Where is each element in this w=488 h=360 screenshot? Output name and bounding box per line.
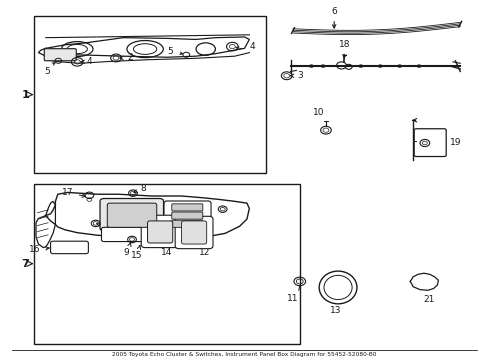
Text: 11: 11 <box>286 294 298 303</box>
Text: 8: 8 <box>134 184 146 193</box>
Text: 13: 13 <box>329 306 341 315</box>
FancyBboxPatch shape <box>44 49 76 61</box>
Text: 15: 15 <box>131 246 142 260</box>
Text: 19: 19 <box>449 139 461 148</box>
FancyBboxPatch shape <box>102 227 162 242</box>
Text: 5: 5 <box>167 47 173 56</box>
FancyBboxPatch shape <box>100 198 163 231</box>
Text: 2: 2 <box>120 53 133 62</box>
Text: 9: 9 <box>123 243 131 257</box>
Text: 16: 16 <box>29 245 49 254</box>
Text: 3: 3 <box>290 71 302 80</box>
FancyBboxPatch shape <box>171 212 203 219</box>
Text: 4: 4 <box>249 42 254 51</box>
FancyBboxPatch shape <box>171 220 203 227</box>
Text: 6: 6 <box>331 7 336 28</box>
Text: 7: 7 <box>21 258 29 269</box>
Text: 5: 5 <box>44 67 50 76</box>
FancyBboxPatch shape <box>50 241 88 254</box>
Bar <box>34 16 266 173</box>
Text: 1: 1 <box>21 90 29 100</box>
Text: 12: 12 <box>194 243 210 257</box>
FancyBboxPatch shape <box>163 201 211 237</box>
FancyBboxPatch shape <box>413 129 445 157</box>
FancyBboxPatch shape <box>147 221 172 243</box>
Text: 20: 20 <box>97 222 114 231</box>
Text: 2005 Toyota Echo Cluster & Switches, Instrument Panel Box Diagram for 55452-5208: 2005 Toyota Echo Cluster & Switches, Ins… <box>112 352 376 357</box>
Bar <box>34 184 300 344</box>
Text: 18: 18 <box>338 40 349 58</box>
Text: 21: 21 <box>422 294 433 303</box>
Text: 4: 4 <box>81 57 92 66</box>
FancyBboxPatch shape <box>181 221 206 244</box>
Text: 17: 17 <box>62 188 85 197</box>
Text: 14: 14 <box>161 243 172 257</box>
FancyBboxPatch shape <box>107 203 157 227</box>
Text: 10: 10 <box>313 108 324 117</box>
FancyBboxPatch shape <box>171 204 203 211</box>
FancyBboxPatch shape <box>141 215 179 248</box>
FancyBboxPatch shape <box>175 216 213 249</box>
